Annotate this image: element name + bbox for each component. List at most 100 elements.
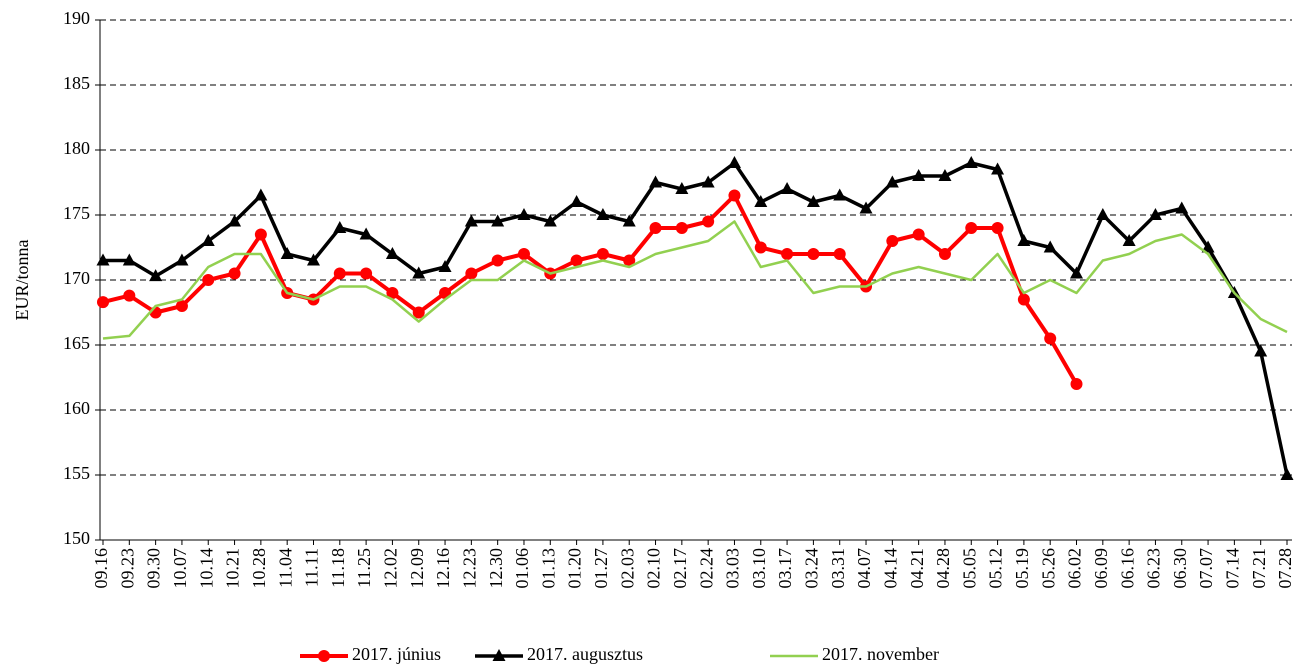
data-point (385, 247, 399, 259)
series-line (102, 193, 1079, 386)
data-point (754, 195, 768, 207)
data-point (991, 222, 1004, 234)
x-tick-label: 02.03 (617, 548, 637, 589)
data-point (702, 215, 715, 228)
x-tick-label: 02.17 (670, 548, 690, 589)
x-tick-label: 09.23 (117, 548, 137, 589)
data-point (728, 189, 741, 202)
x-tick-label: 07.28 (1275, 548, 1295, 589)
x-tick-label: 12.09 (407, 548, 427, 589)
legend-label: 2017. június (352, 644, 441, 664)
data-point (675, 182, 689, 194)
data-point (228, 214, 242, 227)
data-point (517, 248, 530, 260)
x-tick-label: 02.10 (644, 548, 664, 589)
data-point (938, 248, 951, 260)
data-point (517, 208, 531, 220)
x-tick-label: 10.28 (249, 548, 269, 589)
data-point (912, 169, 926, 181)
data-point (175, 300, 188, 312)
data-point (228, 267, 241, 280)
data-point (491, 254, 504, 267)
data-point (202, 274, 215, 286)
data-point (306, 253, 320, 266)
data-point (912, 228, 925, 241)
series-line (103, 161, 1289, 476)
data-point (596, 208, 610, 220)
data-point (833, 188, 847, 201)
y-tick-label: 190 (63, 8, 90, 28)
data-point (833, 248, 846, 260)
data-point (1043, 240, 1057, 253)
x-tick-label: 11.18 (328, 548, 348, 588)
data-point (464, 214, 478, 227)
y-axis-label: EUR/tonna (12, 239, 32, 320)
x-tick-label: 06.23 (1144, 548, 1164, 589)
data-point (991, 162, 1005, 175)
data-point (859, 201, 873, 214)
x-tick-label: 09.16 (91, 548, 111, 589)
data-point (780, 182, 794, 194)
data-point (438, 260, 452, 272)
legend-marker (492, 649, 506, 661)
x-tick-label: 01.20 (565, 548, 585, 589)
y-tick-label: 175 (63, 203, 90, 223)
x-tick-label: 10.21 (223, 548, 243, 589)
x-tick-label: 04.07 (854, 548, 874, 589)
data-point (97, 296, 109, 309)
data-point (886, 235, 899, 247)
data-point (1175, 201, 1189, 214)
data-point (465, 267, 478, 280)
data-point (1122, 234, 1136, 246)
data-point (543, 214, 557, 227)
data-point (1070, 378, 1083, 390)
x-tick-label: 11.04 (275, 548, 295, 588)
x-tick-label: 03.24 (802, 548, 822, 589)
legend-label: 2017. augusztus (527, 644, 643, 664)
x-tick-label: 07.07 (1196, 548, 1216, 589)
data-point (122, 253, 136, 266)
data-point (412, 306, 425, 319)
data-point (123, 289, 136, 302)
data-point (149, 269, 163, 282)
x-tick-label: 06.02 (1065, 548, 1085, 589)
data-point (622, 214, 636, 227)
legend-marker (318, 650, 330, 662)
data-point (1096, 208, 1110, 220)
data-point (96, 253, 110, 266)
data-point (491, 214, 505, 227)
x-tick-label: 06.16 (1117, 548, 1137, 589)
data-point (280, 247, 294, 259)
x-tick-label: 03.17 (775, 548, 795, 589)
x-tick-label: 04.14 (880, 548, 900, 589)
y-tick-label: 160 (63, 398, 90, 418)
data-point (201, 234, 215, 246)
data-point (333, 267, 346, 280)
x-tick-label: 10.14 (196, 548, 216, 589)
data-point (333, 221, 347, 233)
x-tick-label: 04.28 (933, 548, 953, 589)
x-tick-label: 01.27 (591, 548, 611, 589)
x-tick-label: 05.19 (1012, 548, 1032, 589)
x-tick-label: 01.13 (538, 548, 558, 589)
data-point (675, 222, 688, 234)
data-point (386, 287, 399, 299)
x-tick-label: 11.25 (354, 548, 374, 588)
data-point (649, 175, 663, 188)
data-point (570, 254, 583, 267)
x-tick-label: 05.05 (959, 548, 979, 589)
x-tick-label: 10.07 (170, 548, 190, 589)
y-tick-label: 170 (63, 268, 90, 288)
x-tick-label: 03.03 (723, 548, 743, 589)
data-point (1017, 293, 1030, 306)
x-tick-label: 03.10 (749, 548, 769, 589)
x-tick-label: 05.26 (1038, 548, 1058, 589)
x-tick-label: 06.30 (1170, 548, 1190, 589)
data-point (885, 175, 899, 188)
data-point (254, 188, 268, 201)
y-tick-label: 165 (63, 333, 90, 353)
data-point (1280, 468, 1294, 480)
x-tick-label: 03.31 (828, 548, 848, 589)
data-point (806, 195, 820, 207)
data-point (965, 222, 978, 234)
